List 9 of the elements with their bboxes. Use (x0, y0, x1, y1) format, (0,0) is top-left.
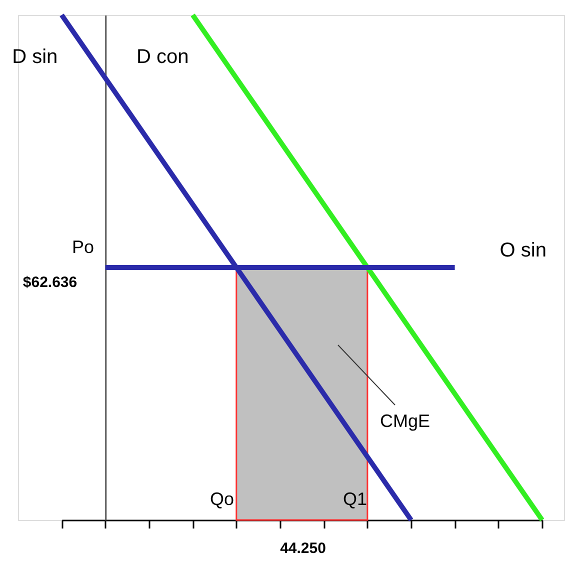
annotation: Po (72, 237, 94, 257)
annotation: Qo (210, 489, 234, 509)
annotation: CMgE (380, 411, 430, 431)
annotation: $62.636 (22, 274, 78, 291)
annotation: Q1 (342, 489, 368, 509)
text: O sin (500, 240, 546, 262)
series-label: D con (136, 46, 189, 68)
text: 44.250 (280, 540, 326, 557)
series-label: D sin (12, 46, 58, 68)
